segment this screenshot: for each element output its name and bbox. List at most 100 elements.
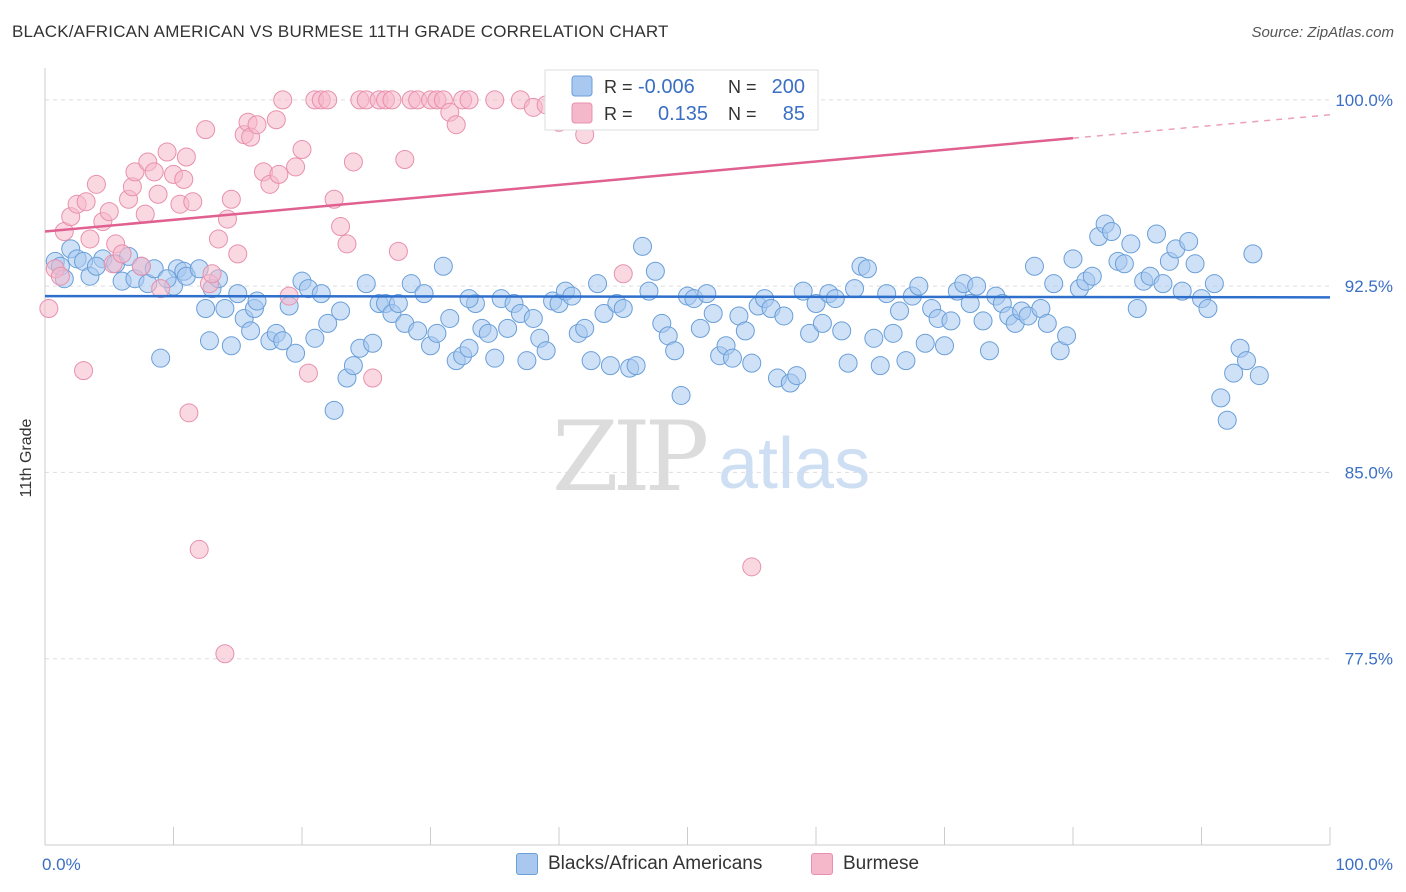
stats-legend-n-value-2: 85: [783, 103, 805, 125]
point-blacks: [633, 236, 653, 256]
point-blacks: [626, 356, 646, 376]
stats-legend-r-value-1: -0.006: [638, 76, 695, 98]
point-blacks: [588, 274, 608, 294]
point-burmese: [174, 169, 194, 189]
y-tick-label: 77.5%: [1345, 650, 1393, 669]
point-burmese: [215, 644, 235, 664]
source-label: Source: ZipAtlas.com: [1251, 24, 1394, 41]
y-axis-label: 11th Grade: [18, 418, 35, 497]
point-blacks: [1217, 410, 1237, 430]
point-blacks: [864, 328, 884, 348]
stats-legend-swatch-blue: [571, 75, 593, 97]
point-burmese: [485, 90, 505, 110]
point-blacks: [735, 321, 755, 341]
point-burmese: [131, 256, 151, 276]
point-blacks: [1114, 254, 1134, 274]
point-burmese: [228, 244, 248, 264]
point-blacks: [581, 351, 601, 371]
point-burmese: [151, 279, 171, 299]
point-burmese: [202, 264, 222, 284]
point-blacks: [671, 385, 691, 405]
point-burmese: [318, 90, 338, 110]
point-blacks: [960, 294, 980, 314]
point-blacks: [485, 348, 505, 368]
stats-legend-n-label-1: N =: [728, 77, 757, 97]
point-burmese: [382, 90, 402, 110]
point-blacks: [979, 341, 999, 361]
point-burmese: [292, 140, 312, 160]
stats-legend-r-label-1: R =: [604, 77, 633, 97]
point-blacks: [408, 321, 428, 341]
point-blacks: [703, 303, 723, 323]
point-burmese: [183, 192, 203, 212]
point-blacks: [536, 341, 556, 361]
point-burmese: [144, 162, 164, 182]
point-blacks: [845, 279, 865, 299]
point-blacks: [941, 311, 961, 331]
point-blacks: [594, 303, 614, 323]
point-blacks: [1211, 388, 1231, 408]
point-blacks: [806, 294, 826, 314]
point-blacks: [86, 256, 106, 276]
point-blacks: [151, 348, 171, 368]
trend-line-blacks: [44, 294, 1331, 299]
point-blacks: [331, 301, 351, 321]
legend-item-burmese[interactable]: Burmese: [811, 853, 919, 875]
point-blacks: [433, 256, 453, 276]
point-blacks: [722, 348, 742, 368]
point-burmese: [331, 217, 351, 237]
stats-legend: R = -0.006 N = 200 R = 0.135 N = 85: [544, 69, 819, 131]
point-burmese: [286, 157, 306, 177]
point-burmese: [196, 120, 216, 140]
point-burmese: [74, 361, 94, 381]
legend-swatch-burmese: [811, 853, 833, 875]
chart-title: BLACK/AFRICAN AMERICAN VS BURMESE 11TH G…: [12, 22, 669, 41]
point-burmese: [189, 539, 209, 559]
legend-label-blacks: Blacks/African Americans: [548, 853, 763, 874]
point-blacks: [1172, 281, 1192, 301]
point-blacks: [273, 331, 293, 351]
point-burmese: [217, 209, 237, 229]
point-blacks: [575, 318, 595, 338]
point-blacks: [1185, 254, 1205, 274]
point-blacks: [459, 289, 479, 309]
x-tick-label-min: 0.0%: [42, 855, 81, 874]
point-blacks: [311, 284, 331, 304]
point-burmese: [742, 557, 762, 577]
point-blacks: [1102, 222, 1122, 242]
point-blacks: [665, 341, 685, 361]
point-blacks: [1024, 256, 1044, 276]
x-tick-label-max: 100.0%: [1335, 855, 1393, 874]
y-tick-label: 100.0%: [1335, 91, 1393, 110]
point-blacks: [414, 284, 434, 304]
trend-line-burmese-extension: [1072, 114, 1331, 139]
point-blacks: [1204, 274, 1224, 294]
point-blacks: [286, 343, 306, 363]
watermark-zip: ZIP: [552, 401, 707, 513]
point-blacks: [973, 311, 993, 331]
point-burmese: [266, 110, 286, 130]
point-blacks: [909, 276, 929, 296]
stats-legend-r-label-2: R =: [604, 104, 633, 124]
point-blacks: [440, 308, 460, 328]
point-blacks: [1147, 224, 1167, 244]
point-blacks: [896, 351, 916, 371]
point-blacks: [343, 356, 363, 376]
point-blacks: [363, 333, 383, 353]
point-blacks: [1198, 299, 1218, 319]
point-burmese: [459, 90, 479, 110]
point-blacks: [812, 313, 832, 333]
series-legend: Blacks/African Americans Burmese: [0, 850, 1406, 880]
point-blacks: [877, 284, 897, 304]
point-blacks: [459, 338, 479, 358]
y-tick-labels: 77.5% 85.0% 92.5% 100.0%: [1335, 91, 1393, 669]
point-burmese: [363, 368, 383, 388]
point-burmese: [269, 164, 289, 184]
point-blacks: [478, 323, 498, 343]
point-blacks: [1037, 313, 1057, 333]
point-blacks: [915, 333, 935, 353]
legend-item-blacks[interactable]: Blacks/African Americans: [516, 853, 762, 875]
point-blacks: [690, 318, 710, 338]
stats-legend-n-value-1: 200: [772, 76, 805, 98]
point-blacks: [1044, 274, 1064, 294]
